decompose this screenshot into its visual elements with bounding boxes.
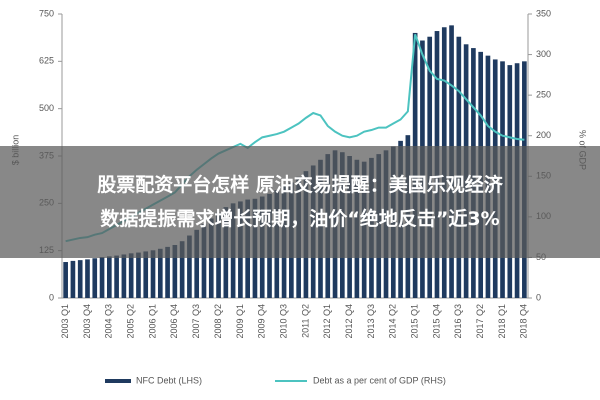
bar (128, 253, 134, 298)
y-tick-label: 625 (39, 56, 54, 66)
legend-label: NFC Debt (LHS) (136, 375, 202, 385)
x-tick-label: 2004 Q3 (104, 304, 114, 339)
bar (143, 251, 149, 298)
x-tick-label: 2012 Q1 (322, 304, 332, 339)
x-tick-label: 2012 Q4 (344, 304, 354, 339)
bar (194, 229, 200, 298)
bar (208, 218, 214, 298)
x-tick-label: 2015 Q4 (431, 304, 441, 339)
y2-tick-label: 350 (536, 8, 551, 18)
y-tick-label: 500 (39, 103, 54, 113)
bar (77, 260, 83, 298)
x-tick-label: 2005 Q2 (126, 304, 136, 339)
y2-tick-label: 250 (536, 90, 551, 100)
bar (99, 257, 105, 298)
x-tick-label: 2013 Q3 (366, 304, 376, 339)
bar (165, 246, 170, 298)
bar (114, 255, 119, 298)
bar (106, 256, 112, 298)
bar (201, 224, 207, 298)
bar (85, 259, 90, 298)
x-tick-label: 2014 Q2 (388, 304, 398, 339)
x-tick-label: 2018 Q4 (519, 304, 529, 339)
bar (172, 244, 178, 298)
legend-swatch (105, 379, 131, 383)
x-tick-label: 2008 Q2 (213, 304, 223, 339)
x-tick-label: 2006 Q1 (147, 304, 157, 339)
x-tick-label: 2003 Q4 (82, 304, 92, 339)
x-tick-label: 2018 Q1 (497, 304, 507, 339)
y2-tick-label: 0 (536, 292, 541, 302)
bar (136, 252, 141, 298)
bar (121, 254, 127, 298)
bar (63, 262, 68, 298)
x-tick-label: 2016 Q3 (453, 304, 463, 339)
bar (157, 248, 163, 298)
bar (187, 235, 192, 298)
headline-line: 数据提振需求增长预期，油价“绝地反击”近3% (100, 208, 500, 230)
x-tick-label: 2015 Q1 (410, 304, 420, 339)
headline-line: 股票配资平台怎样 原油交易提醒：美国乐观经济 (97, 174, 503, 196)
bar (70, 260, 76, 298)
y-tick-label: 750 (39, 8, 54, 18)
headline-banner: 股票配资平台怎样 原油交易提醒：美国乐观经济 数据提振需求增长预期，油价“绝地反… (0, 146, 600, 258)
x-tick-label: 2003 Q1 (60, 304, 70, 339)
bar (150, 250, 156, 298)
x-tick-label: 2009 Q4 (257, 304, 267, 339)
x-tick-label: 2009 Q1 (235, 304, 245, 339)
x-tick-label: 2010 Q3 (278, 304, 288, 339)
x-tick-label: 2017 Q2 (475, 304, 485, 339)
y2-tick-label: 200 (536, 130, 551, 140)
x-tick-label: 2006 Q4 (169, 304, 179, 339)
y-tick-label: 0 (49, 292, 54, 302)
bar (179, 241, 185, 298)
bar (92, 258, 98, 298)
x-tick-label: 2007 Q3 (191, 304, 201, 339)
legend-label: Debt as a per cent of GDP (RHS) (313, 375, 446, 385)
y2-tick-label: 300 (536, 49, 551, 59)
x-tick-label: 2011 Q2 (300, 304, 310, 338)
